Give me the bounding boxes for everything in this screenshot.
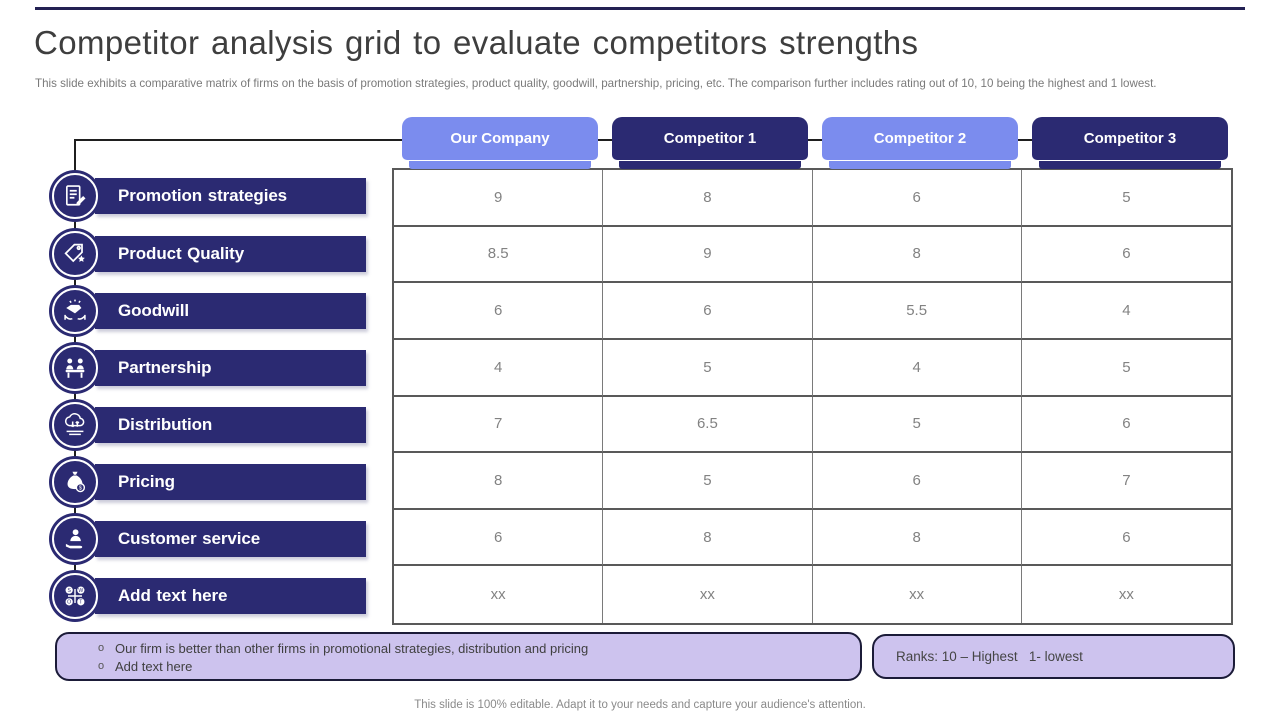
table-cell: xx: [394, 566, 604, 623]
row-label: Goodwill: [118, 301, 189, 320]
row-label-bar: Distribution: [95, 407, 366, 443]
ratings-table: 9 8 6 5 8.5 9 8 6 6 6 5.5 4 4 5 4 5 7 6.…: [392, 168, 1233, 625]
svg-text:T: T: [79, 600, 83, 606]
table-cell: 6: [812, 170, 1022, 227]
row-label-bar: Customer service: [95, 521, 366, 557]
observation-item: Our firm is better than other firms in p…: [97, 639, 850, 658]
table-cell: 8: [812, 226, 1022, 284]
table-cell: 6.5: [603, 396, 813, 454]
table-cell: 8: [812, 509, 1022, 567]
table-cell: 5: [603, 339, 813, 397]
column-header-label: Competitor 1: [663, 130, 757, 147]
table-cell: 8.5: [394, 226, 604, 284]
row-label-bar: Promotion strategies: [95, 178, 366, 214]
table-cell: 5.5: [812, 283, 1022, 340]
row-label-bar: Add text here: [95, 578, 366, 614]
table-cell: 8: [603, 170, 813, 227]
top-accent-line: [35, 7, 1245, 10]
table-cell: 6: [1021, 510, 1231, 567]
table-cell: 7: [1021, 453, 1231, 510]
document-pencil-icon: [49, 170, 101, 222]
table-cell: xx: [813, 566, 1022, 623]
table-cell: 5: [1021, 340, 1231, 397]
row-label: Partnership: [118, 358, 212, 377]
table-cell: 4: [812, 339, 1022, 397]
price-tag-star-icon: [49, 228, 101, 280]
svg-text:W: W: [78, 588, 83, 594]
table-cell: 4: [1021, 283, 1231, 340]
observations-box: Our firm is better than other firms in p…: [55, 632, 862, 681]
table-cell: 6: [1021, 227, 1231, 284]
column-header-label: Competitor 2: [873, 130, 967, 147]
observation-item: Add text here: [97, 657, 850, 676]
people-meeting-icon: [49, 342, 101, 394]
table-cell: 8: [394, 453, 604, 510]
table-cell: 6: [394, 283, 604, 340]
row-label: Product Quality: [118, 244, 245, 263]
svg-text:S: S: [67, 588, 71, 594]
table-cell: 6: [394, 509, 604, 567]
row-label: Distribution: [118, 415, 213, 434]
table-cell: 7: [394, 396, 604, 454]
table-cell: 9: [603, 226, 813, 284]
table-cell: 6: [812, 453, 1022, 510]
column-header-competitor-3: Competitor 3: [1032, 117, 1228, 169]
row-label: Add text here: [118, 586, 228, 605]
hands-holding-gem-icon: [49, 285, 101, 337]
page-subtitle: This slide exhibits a comparative matrix…: [35, 77, 1157, 90]
table-cell: 6: [603, 283, 813, 340]
row-label: Customer service: [118, 529, 261, 548]
row-label: Promotion strategies: [118, 186, 288, 205]
row-label-bar: Partnership: [95, 350, 366, 386]
column-header-label: Our Company: [450, 130, 550, 147]
column-header-competitor-1: Competitor 1: [612, 117, 808, 169]
table-cell: 5: [812, 396, 1022, 454]
table-cell: 5: [1021, 170, 1231, 227]
swot-circles-icon: S W O T: [49, 570, 101, 622]
column-header-our-company: Our Company: [402, 117, 598, 169]
ranks-legend-box: Ranks: 10 – Highest 1- lowest: [872, 634, 1235, 679]
table-cell: 4: [394, 339, 604, 397]
svg-text:O: O: [67, 600, 71, 606]
table-cell: 8: [603, 509, 813, 567]
editable-footnote: This slide is 100% editable. Adapt it to…: [414, 699, 866, 711]
column-header-label: Competitor 3: [1083, 130, 1177, 147]
table-cell: xx: [1118, 586, 1134, 604]
money-bag-icon: $: [49, 456, 101, 508]
row-label-bar: Product Quality: [95, 236, 366, 272]
row-label-bar: Goodwill: [95, 293, 366, 329]
page-title: Competitor analysis grid to evaluate com…: [34, 24, 919, 61]
row-label-bar: Pricing: [95, 464, 366, 500]
row-label: Pricing: [118, 472, 175, 491]
column-header-competitor-2: Competitor 2: [822, 117, 1018, 169]
table-cell: xx: [603, 566, 813, 623]
table-cell: 6: [1021, 397, 1231, 454]
svg-text:$: $: [79, 486, 83, 492]
cloud-transfer-icon: [49, 399, 101, 451]
hand-holding-person-icon: [49, 513, 101, 565]
ranks-legend-label: Ranks: 10 – Highest 1- lowest: [896, 649, 1083, 664]
table-cell: 5: [603, 453, 813, 510]
table-cell: 9: [394, 170, 604, 227]
